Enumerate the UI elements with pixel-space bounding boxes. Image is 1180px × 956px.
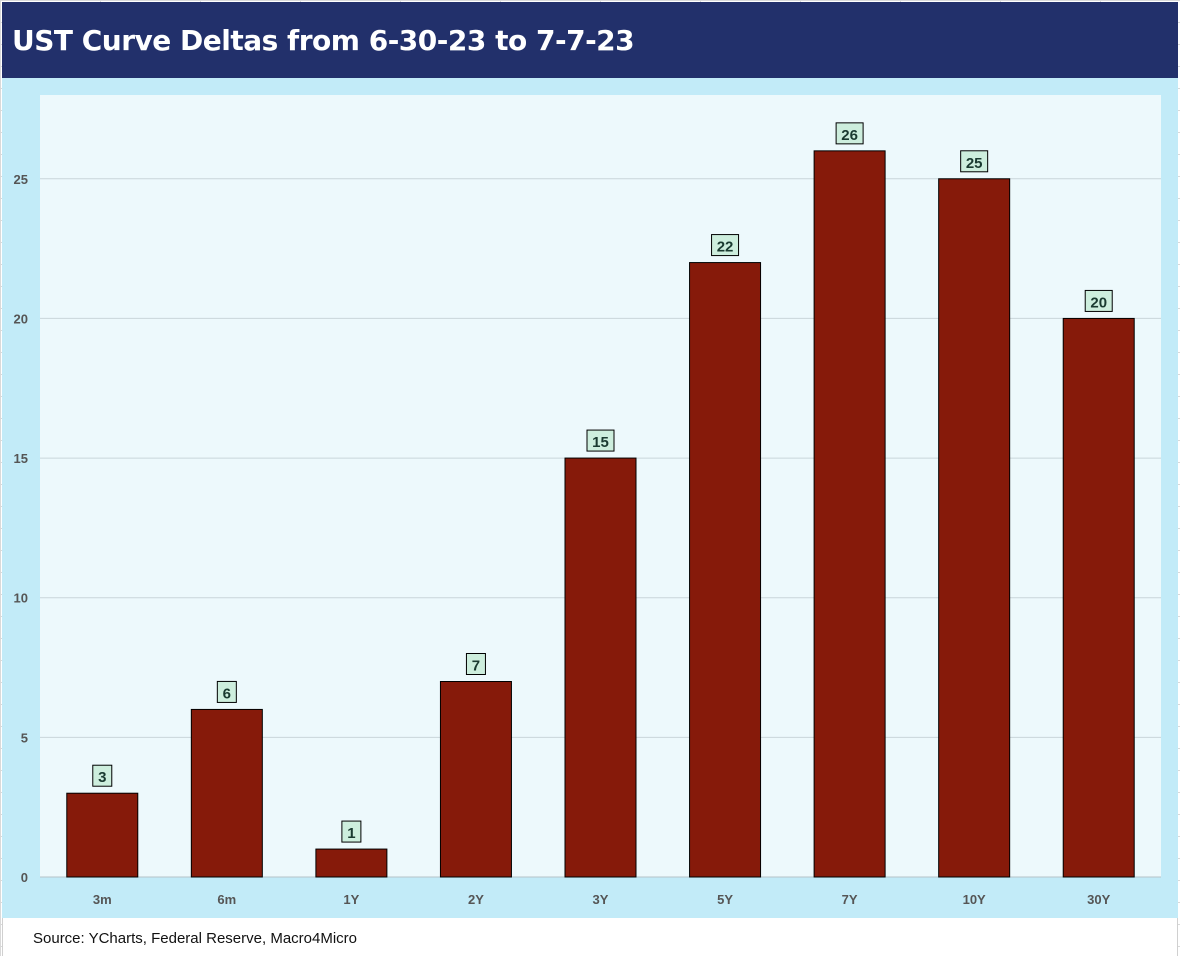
- bar-1Y: [315, 848, 388, 878]
- source-note-area: Source: YCharts, Federal Reserve, Macro4…: [2, 918, 1178, 956]
- chart-title: UST Curve Deltas from 6-30-23 to 7-7-23: [12, 23, 635, 57]
- x-tick-label: 3Y: [593, 892, 609, 907]
- y-tick-label: 15: [14, 451, 28, 466]
- data-label: 7: [472, 658, 480, 675]
- data-label: 26: [841, 127, 858, 144]
- data-label-box: [1084, 289, 1113, 312]
- bar-5Y: [689, 262, 762, 878]
- data-label-box: [92, 764, 113, 787]
- y-tick-label: 0: [21, 870, 28, 885]
- bar-3Y: [564, 457, 637, 878]
- title-bar: UST Curve Deltas from 6-30-23 to 7-7-23: [2, 2, 1178, 78]
- data-label: 25: [966, 155, 983, 172]
- data-label: 1: [347, 825, 355, 842]
- source-note: Source: YCharts, Federal Reserve, Macro4…: [33, 930, 358, 947]
- data-label-box: [835, 122, 864, 145]
- data-label: 15: [592, 434, 609, 451]
- y-tick-label: 20: [14, 311, 28, 326]
- data-label: 20: [1090, 294, 1107, 311]
- y-tick-label: 25: [14, 172, 28, 187]
- data-label: 6: [223, 685, 231, 702]
- x-tick-label: 3m: [93, 892, 112, 907]
- x-tick-label: 2Y: [468, 892, 484, 907]
- x-tick-label: 10Y: [963, 892, 986, 907]
- data-label-box: [341, 820, 362, 843]
- data-label-box: [960, 150, 989, 173]
- y-tick-label: 10: [14, 591, 28, 606]
- x-tick-label: 30Y: [1087, 892, 1110, 907]
- x-tick-label: 5Y: [717, 892, 733, 907]
- bar-chart: 0 5 10 15 20 25 3 3m 6 6m 1 1Y 7 2Y 15 3Y 22 5Y 26 7Y 25 10Y 2…: [14, 95, 1161, 907]
- bar-10Y: [938, 178, 1011, 878]
- data-label-box: [586, 429, 615, 452]
- x-tick-label: 6m: [217, 892, 236, 907]
- y-tick-label: 5: [21, 730, 28, 745]
- bar-2Y: [439, 681, 512, 878]
- bar-6m: [190, 708, 263, 878]
- data-label-box: [465, 653, 486, 675]
- bar-7Y: [813, 150, 886, 878]
- x-tick-label: 7Y: [842, 892, 858, 907]
- bar-30Y: [1062, 317, 1135, 878]
- chart-frame: 0 5 10 15 20 25 3 3m 6 6m 1 1Y 7 2Y 15 3Y 22 5Y 26 7Y 25 10Y 2…: [2, 78, 1178, 918]
- data-label-box: [711, 234, 740, 257]
- bar-3m: [66, 792, 139, 878]
- data-label: 3: [98, 769, 106, 786]
- x-tick-label: 1Y: [343, 892, 359, 907]
- data-label: 22: [717, 239, 734, 256]
- data-label-box: [216, 680, 237, 703]
